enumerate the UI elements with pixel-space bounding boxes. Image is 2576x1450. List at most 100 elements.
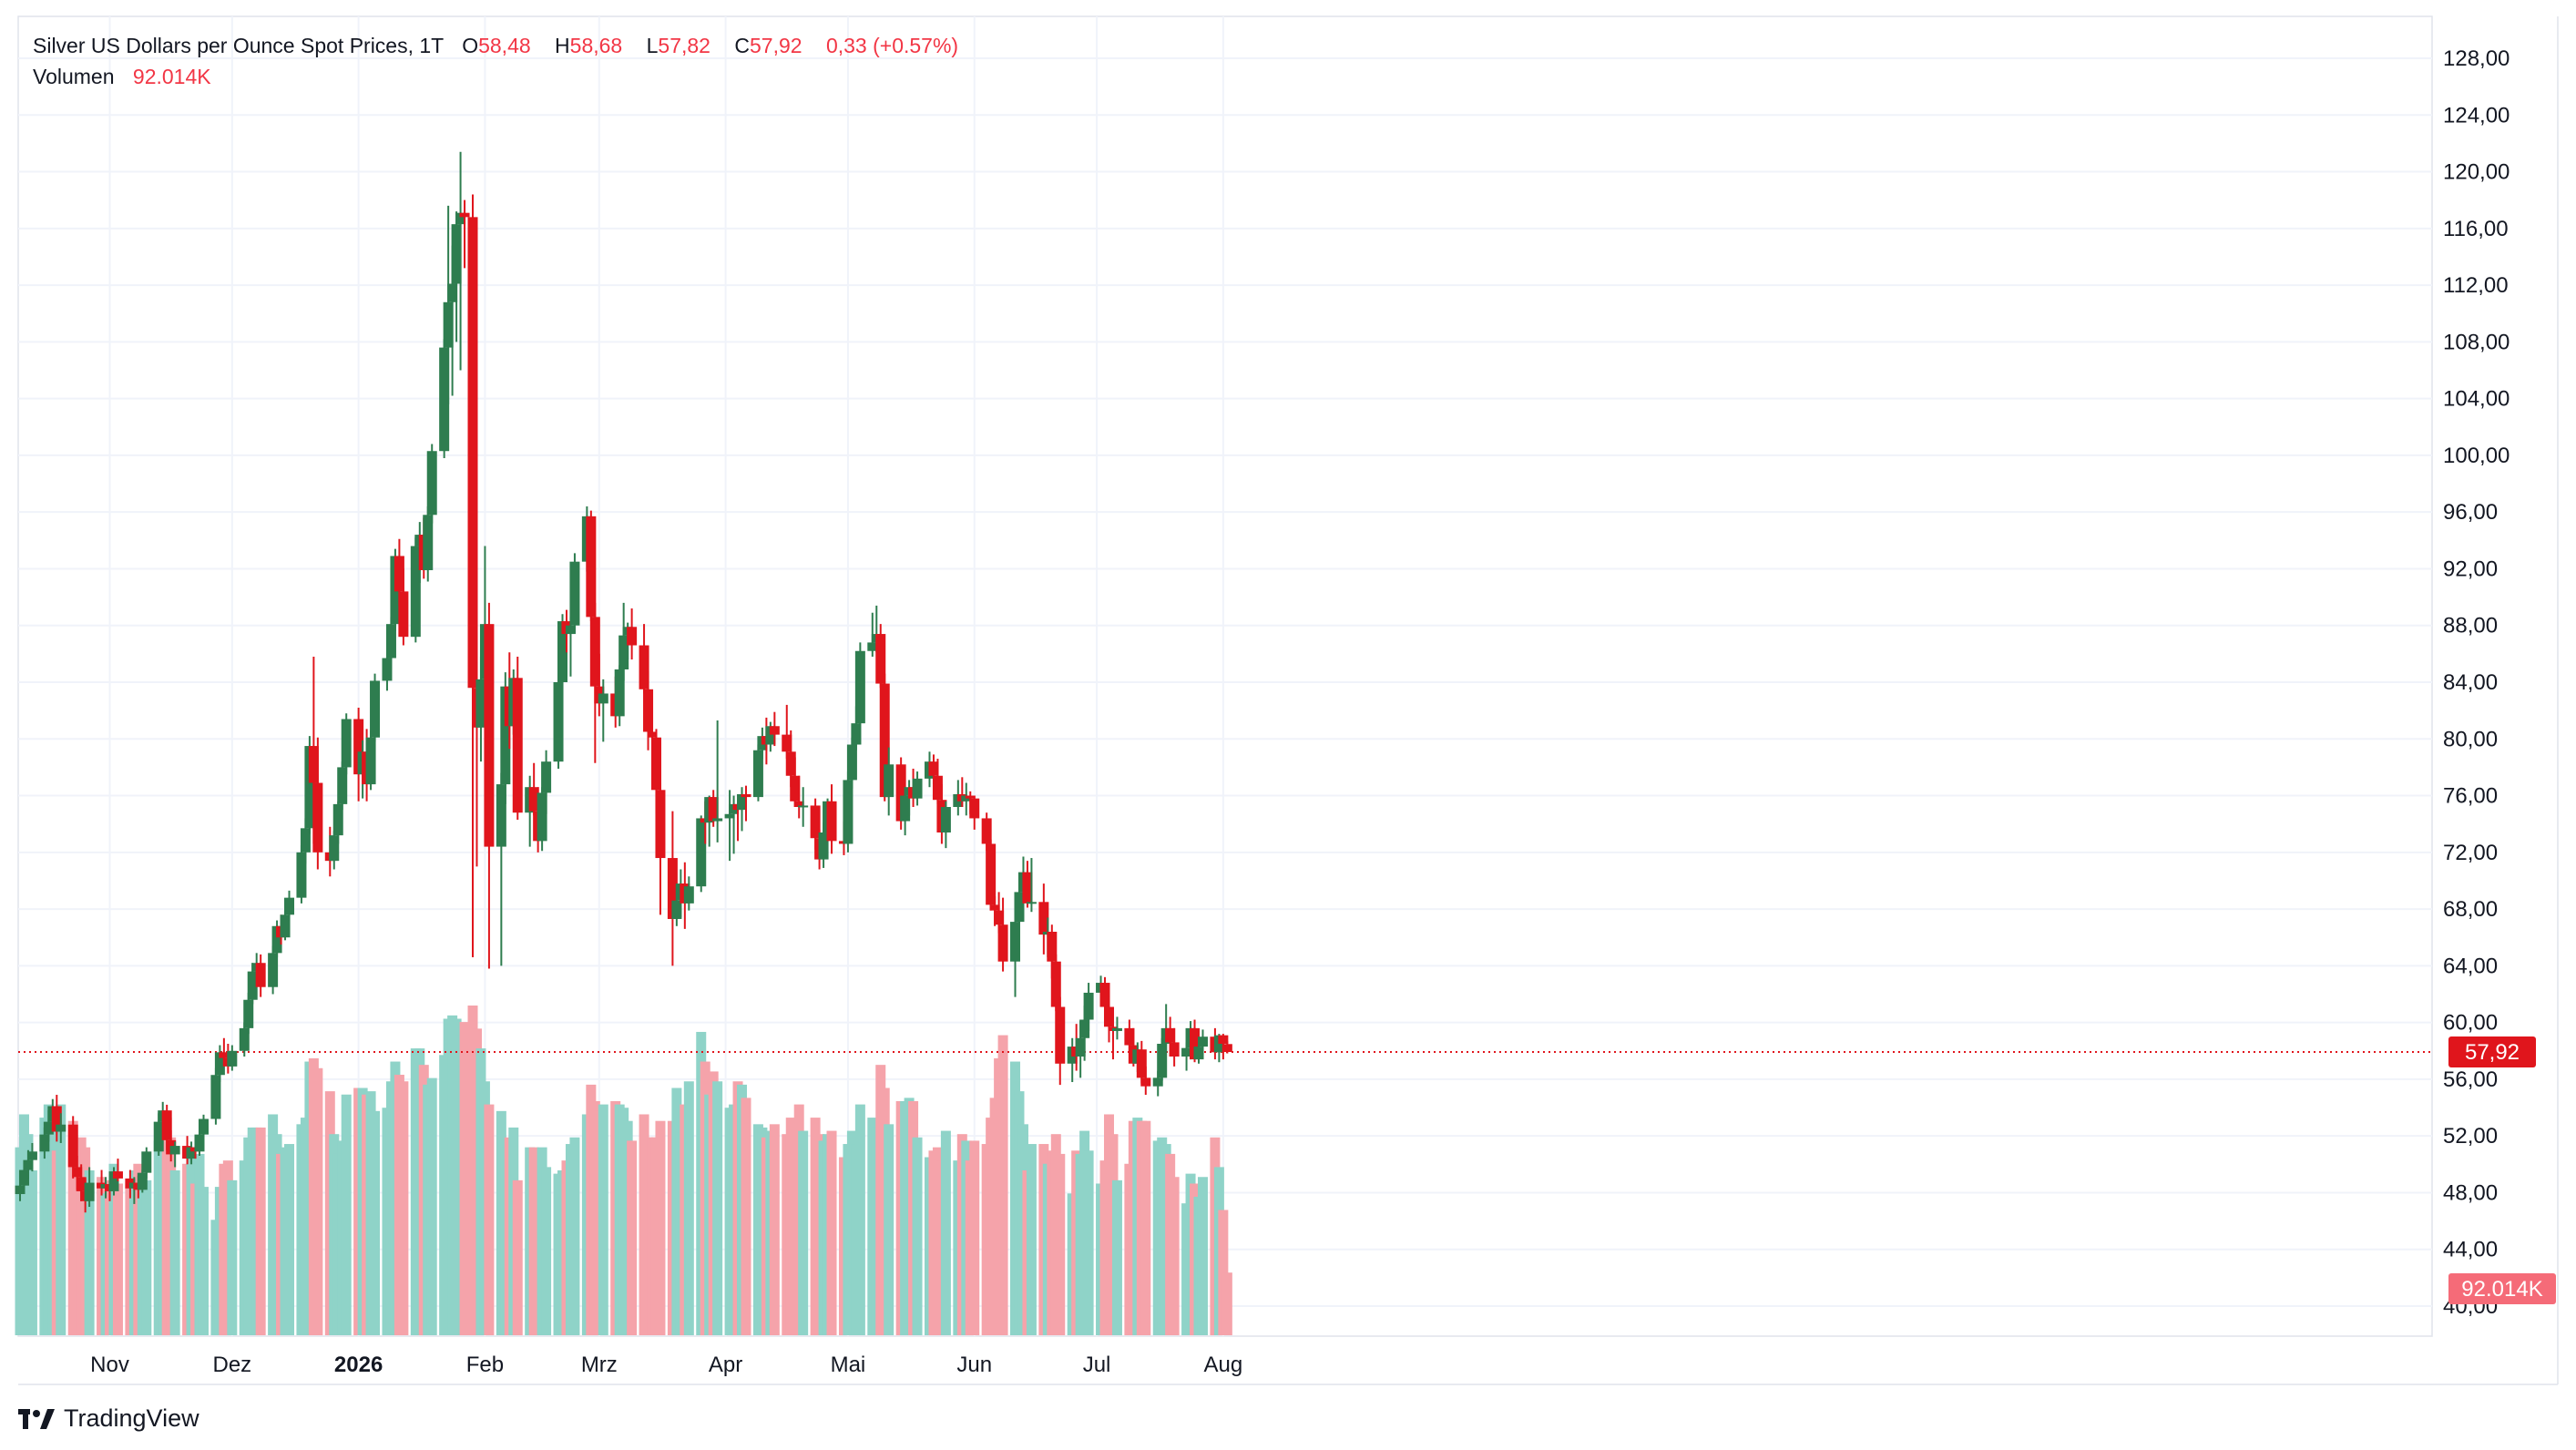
candle-body: [394, 556, 404, 592]
candle-down: [586, 510, 597, 622]
candle-down: [741, 785, 751, 822]
candle-up: [423, 505, 434, 582]
candle-body: [769, 726, 780, 735]
candle-body: [639, 645, 649, 689]
candle-down: [639, 624, 649, 694]
candle-body: [940, 807, 951, 833]
candle-up: [1157, 1037, 1168, 1081]
candle-body: [67, 1124, 78, 1168]
candle-body: [647, 731, 658, 738]
tradingview-branding[interactable]: TradingView: [18, 1404, 199, 1433]
low-label: L: [646, 34, 659, 57]
y-tick-label: 104,00: [2443, 387, 2510, 412]
x-tick-label: Mai: [831, 1353, 866, 1377]
candle-body: [255, 963, 266, 987]
candle-up: [268, 945, 279, 995]
candle-body: [72, 1167, 83, 1178]
volume-bar: [198, 1187, 209, 1335]
candle-body: [724, 813, 735, 819]
candle-body: [981, 818, 992, 844]
candle-body: [341, 719, 352, 768]
volume-bars: [15, 1006, 1232, 1335]
candle-body: [467, 217, 478, 689]
grid-lines: [18, 16, 2432, 1336]
candle-up: [365, 730, 376, 791]
candle-body: [879, 683, 890, 798]
volume-bar: [655, 1120, 666, 1335]
symbol-legend: Silver US Dollars per Ounce Spot Prices,…: [33, 33, 964, 58]
candle-body: [1197, 1036, 1208, 1047]
candle-body: [1083, 992, 1094, 1020]
candle-body: [986, 843, 997, 905]
y-tick-label: 108,00: [2443, 330, 2510, 354]
candle-down: [112, 1159, 123, 1181]
candle-body: [239, 1027, 250, 1051]
candle-up: [496, 772, 506, 966]
x-tick-label: 2026: [334, 1353, 383, 1377]
y-tick-label: 112,00: [2443, 273, 2509, 298]
candle-down: [769, 711, 780, 747]
change-value: 0,33 (+0.57%): [825, 34, 959, 57]
candle-body: [785, 751, 796, 776]
candle-up: [370, 673, 381, 742]
candle-body: [627, 627, 638, 646]
candle-body: [1103, 1006, 1114, 1027]
candle-body: [382, 658, 393, 681]
volume-bar: [741, 1098, 751, 1335]
candle-up: [912, 771, 923, 806]
volume-bar: [969, 1140, 980, 1335]
candle-body: [1165, 1027, 1176, 1043]
candle-body: [426, 451, 437, 516]
candle-down: [1050, 954, 1061, 1012]
high-label: H: [555, 34, 570, 57]
x-tick-label: Aug: [1204, 1353, 1243, 1377]
candle-up: [940, 801, 951, 849]
low-value: 57,82: [658, 34, 710, 57]
candle-body: [475, 679, 486, 728]
candle-up: [1014, 886, 1025, 925]
candle-up: [56, 1113, 66, 1143]
candle-up: [1010, 918, 1021, 997]
candle-body: [618, 635, 629, 669]
candle-up: [84, 1167, 95, 1208]
volume-bar: [769, 1124, 780, 1335]
candle-body: [793, 801, 804, 807]
candle-body: [997, 924, 1008, 962]
volume-bar: [541, 1167, 552, 1335]
y-tick-label: 96,00: [2443, 500, 2498, 525]
candle-body: [1181, 1047, 1192, 1057]
y-tick-label: 52,00: [2443, 1124, 2498, 1149]
candle-up: [198, 1114, 209, 1139]
volume-legend: Volumen 92.014K: [33, 64, 217, 89]
y-tick-label: 80,00: [2443, 727, 2498, 751]
x-tick-label: Dez: [212, 1353, 251, 1377]
candle-down: [1055, 996, 1066, 1086]
candle-body: [112, 1171, 123, 1179]
candle-body: [1055, 1006, 1066, 1064]
candle-body: [18, 1169, 29, 1186]
candle-up: [284, 890, 295, 921]
candle-body: [198, 1118, 209, 1135]
candle-down: [398, 568, 409, 646]
candle-body: [782, 734, 792, 752]
candle-body: [846, 744, 857, 781]
candle-up: [1026, 858, 1037, 913]
candle-body: [219, 1052, 230, 1058]
candle-body: [1050, 961, 1061, 1007]
candle-up: [1111, 1016, 1122, 1040]
candle-up: [614, 665, 625, 727]
candle-body: [365, 737, 376, 785]
candle-body: [1193, 1047, 1204, 1060]
candle-body: [423, 515, 434, 571]
candle-body: [227, 1050, 238, 1067]
candle-body: [553, 682, 564, 762]
candle-up: [141, 1147, 152, 1179]
last-price-label: 57,92: [2465, 1040, 2520, 1065]
candle-body: [161, 1110, 172, 1140]
y-tick-label: 92,00: [2443, 557, 2498, 581]
tradingview-logo-icon: [18, 1408, 55, 1429]
last-volume-badge-bg: [2448, 1273, 2556, 1304]
candle-body: [398, 591, 409, 638]
